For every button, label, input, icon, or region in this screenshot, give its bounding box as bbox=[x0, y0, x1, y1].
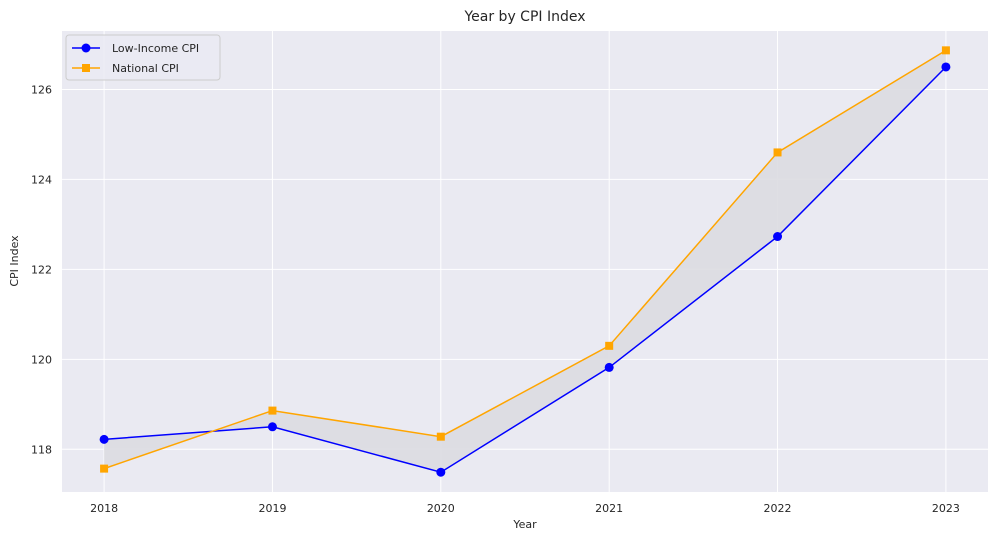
series-layer bbox=[99, 46, 951, 477]
series-line-national-cpi bbox=[103, 49, 947, 470]
data-point-national-cpi bbox=[268, 406, 277, 415]
y-tick-label: 118 bbox=[31, 443, 52, 456]
x-tick-label: 2023 bbox=[932, 502, 960, 515]
data-point-national-cpi bbox=[941, 46, 950, 55]
data-point-national-cpi bbox=[773, 148, 782, 157]
legend-box bbox=[65, 34, 221, 81]
y-tick-label: 124 bbox=[31, 173, 52, 186]
plot-background bbox=[62, 31, 988, 492]
data-point-national-cpi bbox=[605, 341, 614, 350]
legend-label-national: National CPI bbox=[112, 62, 179, 75]
y-tick-label: 122 bbox=[31, 263, 52, 276]
legend-label-low-income: Low-Income CPI bbox=[112, 42, 199, 55]
x-tick-label: 2018 bbox=[90, 502, 118, 515]
x-axis-label: Year bbox=[512, 518, 537, 531]
series-line-low-income-cpi bbox=[104, 66, 947, 474]
data-point-low-income-cpi bbox=[773, 232, 783, 242]
legend-marker-low-income bbox=[81, 43, 91, 53]
legend: Low-Income CPI National CPI bbox=[65, 34, 221, 81]
y-axis-label: CPI Index bbox=[8, 235, 21, 287]
x-tick-label: 2022 bbox=[764, 502, 792, 515]
x-tick-label: 2021 bbox=[595, 502, 623, 515]
data-point-low-income-cpi bbox=[604, 362, 614, 372]
y-tick-label: 126 bbox=[31, 83, 52, 96]
data-point-low-income-cpi bbox=[99, 434, 109, 444]
data-point-national-cpi bbox=[436, 432, 445, 441]
data-point-national-cpi bbox=[100, 464, 109, 473]
x-axis-ticks: 2018 2019 2020 2021 2022 2023 bbox=[90, 502, 960, 515]
y-tick-label: 120 bbox=[31, 353, 52, 366]
data-point-low-income-cpi bbox=[436, 467, 446, 477]
x-tick-label: 2019 bbox=[258, 502, 286, 515]
legend-marker-national bbox=[82, 64, 90, 72]
y-axis-ticks: 118 120 122 124 126 bbox=[31, 83, 52, 456]
x-tick-label: 2020 bbox=[427, 502, 455, 515]
chart-title: Year by CPI Index bbox=[463, 9, 585, 25]
data-point-low-income-cpi bbox=[941, 62, 951, 72]
data-point-low-income-cpi bbox=[267, 422, 277, 432]
